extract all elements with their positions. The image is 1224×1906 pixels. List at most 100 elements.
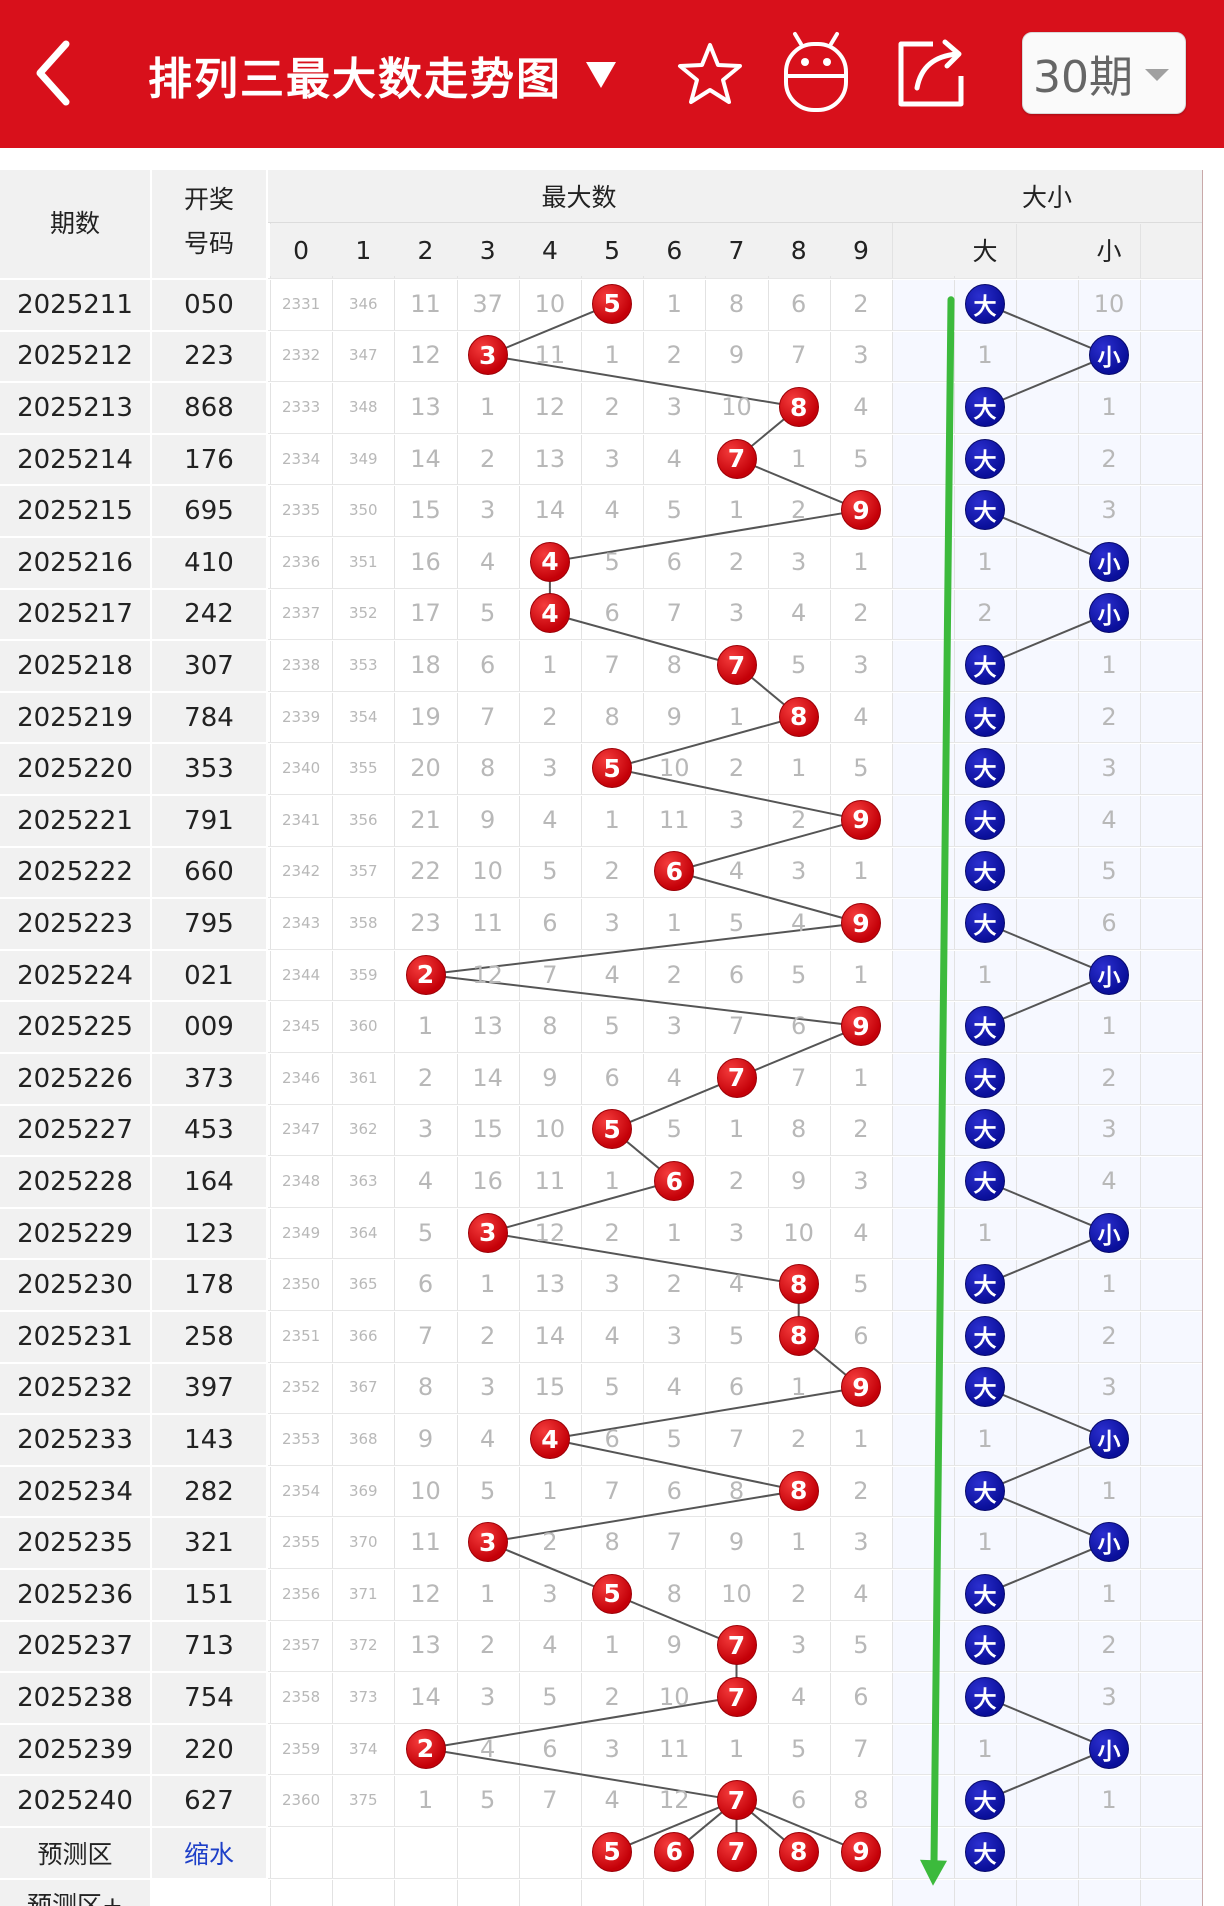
size-omission-count: 1: [1101, 1012, 1117, 1041]
omission-count: 16: [410, 547, 441, 576]
omission-count: 5: [853, 1631, 869, 1660]
max-digit-ball: 5: [592, 283, 633, 324]
size-small-ball: 小: [1089, 954, 1129, 995]
trend-connector: [984, 302, 1110, 357]
omission-count: 1: [604, 1631, 620, 1660]
omission-count: 5: [417, 1218, 434, 1247]
omission-count: 1: [604, 341, 620, 370]
grid-hline: [0, 1258, 1202, 1260]
size-header-small: 小: [1078, 224, 1140, 276]
chart-type-selector[interactable]: 排列三最大数走势图: [148, 40, 618, 110]
period-cell: 2025217: [0, 589, 150, 640]
period-cell: 2025227: [0, 1105, 150, 1156]
omission-count: 7: [728, 1012, 745, 1041]
omission-count: 1: [728, 1115, 745, 1144]
omission-count: 20: [410, 754, 441, 783]
prediction-ball[interactable]: 7: [716, 1831, 757, 1872]
prediction-ball[interactable]: 5: [592, 1831, 633, 1872]
omission-count: 1: [728, 496, 745, 525]
grid-vline: [150, 170, 152, 1906]
size-omission-count: 1: [1101, 1476, 1117, 1505]
omission-count: 5: [604, 1012, 620, 1041]
omission-count: 4: [542, 1631, 558, 1660]
trend-connector: [984, 1231, 1110, 1286]
grid-hline: [0, 1465, 1202, 1467]
grid-hline: [268, 1465, 1202, 1466]
size-big-ball: 大: [965, 1573, 1005, 1614]
period-cell: 2025238: [0, 1673, 150, 1723]
size-omission-count: 1: [1101, 650, 1117, 679]
omission-count: 2341: [282, 810, 321, 829]
max-digit-ball: 8: [778, 1264, 819, 1305]
grid-vline: [892, 170, 893, 1906]
prediction-ball[interactable]: 8: [778, 1831, 819, 1872]
size-omission-count: 4: [1101, 805, 1117, 834]
omission-count: 2354: [282, 1481, 321, 1500]
shrink-link[interactable]: 缩水: [152, 1828, 266, 1878]
grid-vline: [332, 224, 333, 1906]
omission-count: 372: [348, 1636, 378, 1655]
size-omission-count: 1: [977, 341, 993, 370]
grid-hline: [0, 742, 1202, 744]
omission-count: 14: [472, 1063, 503, 1092]
grid-hline: [0, 1155, 1202, 1157]
size-omission-count: 5: [1101, 857, 1117, 886]
grid-hline: [0, 1826, 1202, 1828]
omission-count: 3: [542, 1579, 558, 1608]
share-button[interactable]: [888, 32, 974, 116]
prediction-size-ball[interactable]: 大: [965, 1831, 1005, 1872]
omission-count: 1: [853, 547, 869, 576]
trend-connector: [487, 1231, 799, 1286]
omission-count: 2355: [282, 1533, 321, 1552]
favorite-button[interactable]: [670, 34, 750, 114]
omission-count: 10: [721, 1579, 752, 1608]
size-big-ball: 大: [965, 1006, 1005, 1047]
omission-count: 4: [480, 547, 496, 576]
omission-count: 9: [480, 805, 496, 834]
omission-count: 12: [659, 1786, 690, 1815]
omission-count: 2349: [282, 1223, 321, 1242]
max-digit-ball: 9: [840, 1006, 881, 1047]
grid-hline: [268, 1413, 1202, 1414]
prediction-ball[interactable]: 9: [840, 1831, 881, 1872]
period-count-dropdown[interactable]: 30期: [1022, 32, 1186, 114]
draw-number-cell: 321: [152, 1518, 266, 1568]
omission-count: 352: [348, 604, 378, 623]
draw-number-cell: 282: [152, 1466, 266, 1517]
grid-vline: [519, 224, 520, 1906]
omission-count: 14: [534, 1321, 566, 1350]
omission-count: 11: [534, 1166, 566, 1195]
omission-count: 12: [410, 1579, 441, 1608]
grid-hline: [268, 1000, 1202, 1001]
size-big-ball: 大: [965, 696, 1005, 737]
omission-count: 2331: [282, 294, 321, 313]
omission-count: 10: [721, 392, 752, 421]
size-small-ball: 小: [1089, 1212, 1129, 1253]
omission-count: 1: [666, 289, 682, 318]
group-header-size: 大小: [892, 170, 1202, 222]
grid-hline: [0, 381, 1202, 383]
omission-count: 3: [728, 599, 745, 628]
trend-connector: [984, 922, 1110, 976]
robot-assistant-button[interactable]: [776, 28, 856, 116]
omission-count: 3: [480, 496, 496, 525]
omission-count: 2: [791, 805, 807, 834]
size-omission-count: 1: [977, 1528, 993, 1557]
omission-count: 5: [853, 754, 869, 783]
back-button[interactable]: [20, 30, 84, 116]
size-big-ball: 大: [965, 748, 1005, 789]
omission-count: 7: [542, 1786, 558, 1815]
grid-hline: [268, 639, 1202, 640]
omission-count: 348: [348, 397, 378, 416]
omission-count: 5: [791, 650, 807, 679]
omission-count: 4: [791, 908, 807, 937]
omission-count: 3: [604, 908, 620, 937]
max-digit-ball: 8: [778, 387, 819, 427]
omission-count: 1: [666, 908, 682, 937]
omission-count: 3: [791, 547, 807, 576]
omission-count: 14: [410, 1682, 441, 1711]
grid-hline: [268, 1723, 1202, 1724]
grid-hline: [0, 1413, 1202, 1415]
omission-count: 2351: [282, 1326, 321, 1345]
prediction-ball[interactable]: 6: [654, 1831, 695, 1872]
